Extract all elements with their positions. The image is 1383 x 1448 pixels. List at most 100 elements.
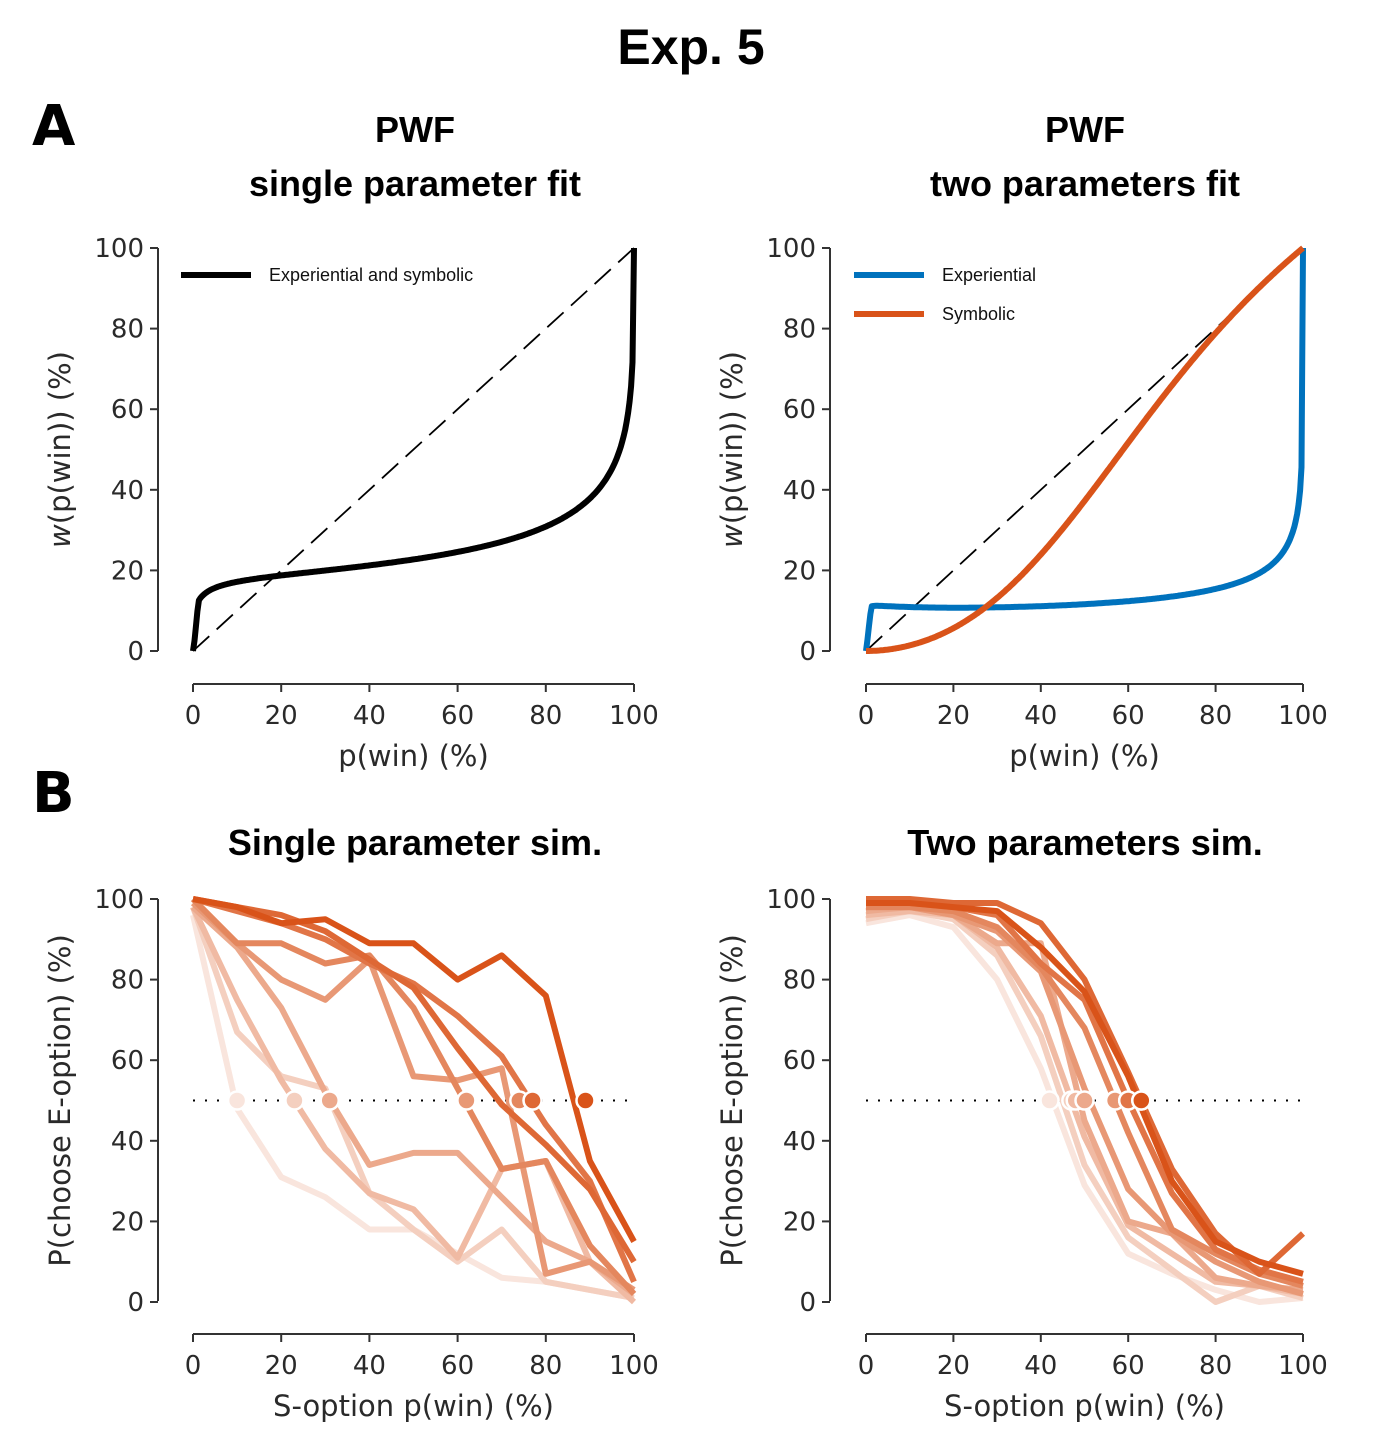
indifference-point bbox=[522, 1090, 543, 1111]
y-axis-label: w(p(win)) (%) bbox=[715, 351, 749, 548]
y-tick-label: 0 bbox=[127, 637, 144, 667]
x-tick-label: 20 bbox=[937, 1351, 970, 1381]
x-tick-label: 60 bbox=[441, 701, 474, 731]
indifference-point bbox=[1074, 1090, 1095, 1111]
sim-curve bbox=[192, 896, 637, 1264]
x-tick-label: 80 bbox=[529, 701, 562, 731]
y-tick-label: 60 bbox=[111, 395, 144, 425]
y-tick-label: 100 bbox=[766, 885, 816, 915]
y-tick-label: 60 bbox=[111, 1046, 144, 1076]
panel-letter-b: B bbox=[32, 761, 75, 826]
x-tick-label: 80 bbox=[1199, 1351, 1232, 1381]
y-axis-label-rest: (p(win)) (%) bbox=[43, 351, 77, 524]
indifference-point bbox=[319, 1090, 340, 1111]
y-axis-label: P(choose E-option) (%) bbox=[43, 934, 77, 1267]
y-tick-label: 40 bbox=[783, 1127, 816, 1157]
chart-title-line: two parameters fit bbox=[930, 163, 1240, 204]
y-axis-label-italic: w bbox=[715, 524, 749, 548]
panel-letter-a: A bbox=[32, 94, 76, 159]
y-axis-label: w(p(win)) (%) bbox=[43, 351, 77, 548]
x-axis-label: S-option p(win) (%) bbox=[944, 1389, 1225, 1423]
chart-sim-two: Two parameters sim. 0 20 40 60 80 100 0 20 40 60 80… bbox=[715, 822, 1328, 1423]
y-tick-label: 20 bbox=[111, 1207, 144, 1237]
chart-sim-single: Single parameter sim. 0 20 40 60 80 100 0 20 40 60… bbox=[43, 822, 659, 1423]
indifference-point bbox=[284, 1090, 305, 1111]
x-tick-label: 0 bbox=[858, 701, 875, 731]
legend-label: Experiential and symbolic bbox=[269, 265, 473, 285]
y-tick-label: 80 bbox=[111, 966, 144, 996]
sim-curve bbox=[190, 896, 637, 1296]
indifference-point bbox=[226, 1090, 248, 1111]
y-tick-label: 40 bbox=[783, 476, 816, 506]
x-axis-label: p(win) (%) bbox=[1009, 739, 1160, 773]
x-tick-label: 20 bbox=[937, 701, 970, 731]
y-tick-label: 80 bbox=[111, 315, 144, 345]
indifference-point bbox=[456, 1090, 477, 1111]
chart-title-line: Two parameters sim. bbox=[907, 822, 1262, 863]
sim-curve bbox=[192, 896, 637, 1284]
y-tick-label: 0 bbox=[799, 637, 816, 667]
x-tick-label: 0 bbox=[185, 1351, 202, 1381]
y-tick-label: 40 bbox=[111, 1127, 144, 1157]
y-tick-label: 80 bbox=[783, 315, 816, 345]
sim-curve bbox=[190, 904, 636, 1297]
x-axis-label: S-option p(win) (%) bbox=[273, 1389, 554, 1423]
y-tick-label: 40 bbox=[111, 476, 144, 506]
x-tick-label: 100 bbox=[609, 701, 659, 731]
chart-title-line: Single parameter sim. bbox=[228, 822, 602, 863]
sim-curve bbox=[866, 900, 1304, 1277]
sim-curve bbox=[190, 905, 637, 1305]
legend-label: Symbolic bbox=[942, 304, 1015, 324]
indifference-point bbox=[1131, 1090, 1152, 1111]
pwf-curve bbox=[190, 247, 637, 652]
chart-title-line: PWF bbox=[375, 109, 455, 150]
y-axis-label-rest: (p(win)) (%) bbox=[715, 351, 749, 524]
sim-curve bbox=[190, 900, 636, 1293]
x-tick-label: 100 bbox=[609, 1351, 659, 1381]
x-tick-label: 0 bbox=[185, 701, 202, 731]
chart-pwf-single: PWF single parameter fit 0 20 40 60 80 100 0 20 40… bbox=[43, 109, 659, 773]
sim-curve bbox=[866, 904, 1304, 1289]
chart-title-line: PWF bbox=[1045, 109, 1125, 150]
pwf-curve bbox=[864, 245, 1305, 654]
y-tick-label: 20 bbox=[111, 556, 144, 586]
legend-label: Experiential bbox=[942, 265, 1036, 285]
y-tick-label: 80 bbox=[783, 966, 816, 996]
sim-curve bbox=[190, 906, 635, 1301]
y-tick-label: 100 bbox=[94, 885, 144, 915]
pwf-curve bbox=[863, 247, 1306, 652]
x-tick-label: 40 bbox=[353, 701, 386, 731]
x-tick-label: 60 bbox=[1112, 1351, 1145, 1381]
y-axis-label: P(choose E-option) (%) bbox=[715, 934, 749, 1267]
x-tick-label: 80 bbox=[1199, 701, 1232, 731]
x-tick-label: 100 bbox=[1278, 1351, 1328, 1381]
y-tick-label: 100 bbox=[766, 234, 816, 264]
y-tick-label: 20 bbox=[783, 556, 816, 586]
y-tick-label: 0 bbox=[127, 1288, 144, 1318]
x-tick-label: 0 bbox=[858, 1351, 875, 1381]
y-tick-label: 0 bbox=[799, 1288, 816, 1318]
x-tick-label: 80 bbox=[529, 1351, 562, 1381]
x-tick-label: 60 bbox=[1112, 701, 1145, 731]
indifference-point bbox=[575, 1090, 596, 1111]
x-tick-label: 20 bbox=[265, 1351, 298, 1381]
y-tick-label: 60 bbox=[783, 1046, 816, 1076]
sim-curve bbox=[192, 896, 637, 1243]
y-tick-label: 100 bbox=[94, 234, 144, 264]
x-axis-label: p(win) (%) bbox=[338, 739, 489, 773]
x-tick-label: 40 bbox=[353, 1351, 386, 1381]
x-tick-label: 100 bbox=[1278, 701, 1328, 731]
x-tick-label: 60 bbox=[441, 1351, 474, 1381]
y-tick-label: 60 bbox=[783, 395, 816, 425]
figure-title: Exp. 5 bbox=[617, 19, 764, 75]
x-tick-label: 40 bbox=[1024, 701, 1057, 731]
y-axis-label-italic: w bbox=[43, 524, 77, 548]
indifference-point bbox=[1039, 1090, 1060, 1111]
chart-pwf-two: PWF two parameters fit 0 20 40 60 80 100 0 20 40 60… bbox=[715, 109, 1328, 773]
chart-title-line: single parameter fit bbox=[249, 163, 581, 204]
x-tick-label: 40 bbox=[1024, 1351, 1057, 1381]
x-tick-label: 20 bbox=[265, 701, 298, 731]
identity-line bbox=[192, 247, 635, 652]
y-tick-label: 20 bbox=[783, 1207, 816, 1237]
